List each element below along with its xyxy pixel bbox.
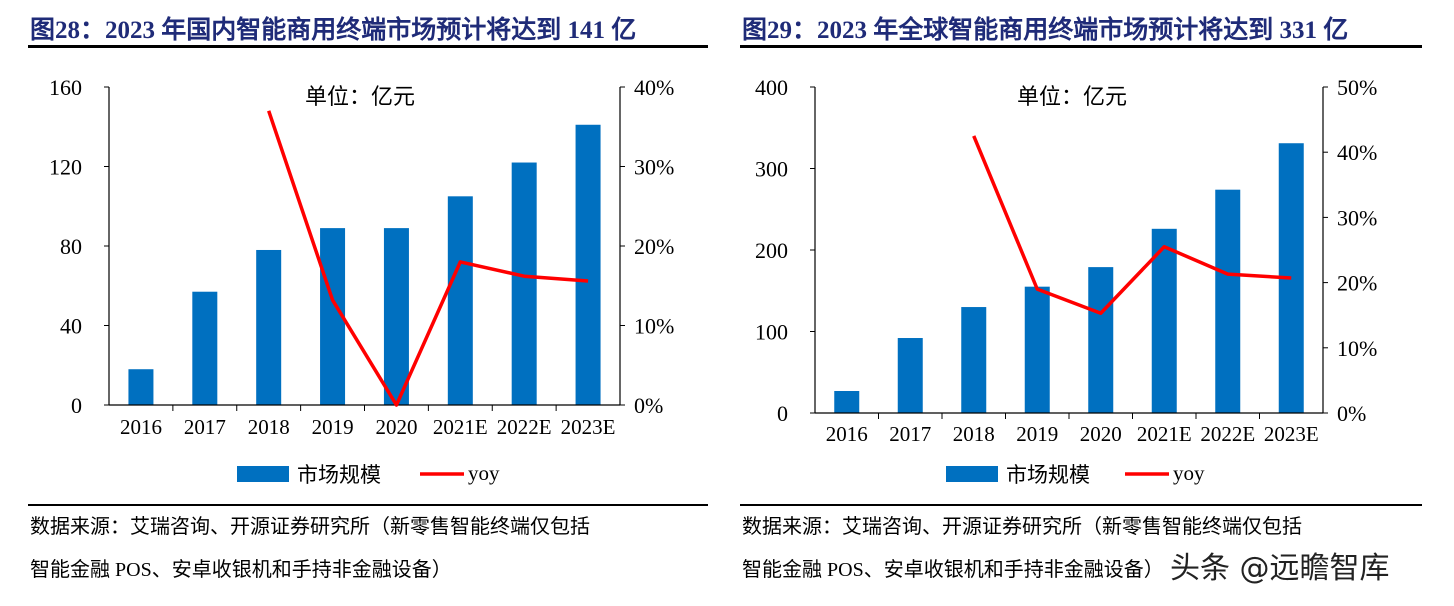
left-tick-label: 400 bbox=[755, 75, 788, 100]
x-tick-label: 2022E bbox=[1200, 422, 1255, 446]
legend-line-label: yoy bbox=[468, 461, 500, 485]
legend-bar-swatch bbox=[237, 466, 289, 482]
bar-2016 bbox=[834, 390, 860, 413]
right-tick-label: 30% bbox=[634, 155, 674, 180]
source-line-1: 数据来源：艾瑞咨询、开源证券研究所（新零售智能终端仅包括 bbox=[30, 516, 590, 538]
x-tick-label: 2018 bbox=[248, 415, 290, 439]
left-tick-label: 0 bbox=[777, 401, 788, 426]
bar-2018 bbox=[961, 307, 987, 413]
x-tick-label: 2020 bbox=[1080, 422, 1122, 446]
bar-2020 bbox=[383, 228, 409, 405]
left-tick-label: 80 bbox=[60, 234, 82, 259]
x-tick-label: 2021E bbox=[1137, 422, 1192, 446]
title-rule-28 bbox=[28, 45, 708, 48]
right-tick-label: 50% bbox=[1337, 75, 1377, 100]
right-tick-label: 20% bbox=[634, 234, 674, 259]
left-tick-label: 0 bbox=[71, 393, 82, 418]
right-tick-label: 40% bbox=[634, 75, 674, 100]
bar-2022E bbox=[511, 162, 537, 405]
x-tick-label: 2020 bbox=[375, 415, 417, 439]
x-tick-label: 2017 bbox=[184, 415, 226, 439]
bar-2023E bbox=[575, 124, 601, 405]
source-line-2: 智能金融 POS、安卓收银机和手持非金融设备） bbox=[30, 559, 452, 581]
left-tick-label: 300 bbox=[755, 157, 788, 182]
legend-line-label: yoy bbox=[1173, 461, 1205, 485]
bar-2020 bbox=[1088, 267, 1114, 413]
right-tick-label: 10% bbox=[634, 314, 674, 339]
x-tick-label: 2016 bbox=[826, 422, 868, 446]
left-tick-label: 100 bbox=[755, 320, 788, 345]
right-tick-label: 30% bbox=[1337, 205, 1377, 230]
chart-title-28: 图28：2023 年国内智能商用终端市场预计将达到 141 亿 bbox=[30, 17, 637, 44]
yoy-line bbox=[267, 110, 589, 407]
legend-bar-label: 市场规模 bbox=[1006, 463, 1090, 487]
source-line-1: 数据来源：艾瑞咨询、开源证券研究所（新零售智能终端仅包括 bbox=[742, 516, 1302, 538]
right-tick-label: 40% bbox=[1337, 140, 1377, 165]
right-tick-label: 20% bbox=[1337, 271, 1377, 296]
bar-2017 bbox=[192, 291, 218, 405]
right-tick-label: 10% bbox=[1337, 336, 1377, 361]
left-tick-label: 120 bbox=[49, 155, 82, 180]
right-tick-label: 0% bbox=[1337, 401, 1366, 426]
left-tick-label: 40 bbox=[60, 314, 82, 339]
bar-2021E bbox=[1151, 228, 1177, 413]
x-tick-label: 2018 bbox=[953, 422, 995, 446]
x-tick-label: 2019 bbox=[312, 415, 354, 439]
yoy-line bbox=[972, 135, 1292, 315]
x-tick-label: 2022E bbox=[497, 415, 552, 439]
bar-2016 bbox=[128, 369, 154, 405]
title-rule-29 bbox=[740, 45, 1422, 48]
source-rule-29 bbox=[740, 504, 1422, 506]
source-line-2: 智能金融 POS、安卓收银机和手持非金融设备） bbox=[742, 559, 1164, 581]
legend-bar-swatch bbox=[946, 466, 998, 482]
x-tick-label: 2021E bbox=[433, 415, 488, 439]
unit-label: 单位：亿元 bbox=[305, 84, 415, 109]
chart-title-29: 图29：2023 年全球智能商用终端市场预计将达到 331 亿 bbox=[742, 17, 1349, 44]
watermark: 头条 @远瞻智库 bbox=[1170, 551, 1390, 586]
x-tick-label: 2023E bbox=[561, 415, 616, 439]
bar-2022E bbox=[1215, 189, 1241, 413]
bar-2021E bbox=[447, 196, 473, 405]
x-tick-label: 2019 bbox=[1016, 422, 1058, 446]
bar-2017 bbox=[897, 338, 923, 413]
x-tick-label: 2016 bbox=[120, 415, 162, 439]
bar-2018 bbox=[256, 249, 282, 405]
legend-bar-label: 市场规模 bbox=[297, 463, 381, 487]
source-rule-28 bbox=[28, 504, 708, 506]
right-tick-label: 0% bbox=[634, 393, 663, 418]
x-tick-label: 2017 bbox=[889, 422, 931, 446]
bar-2019 bbox=[1024, 286, 1050, 413]
left-tick-label: 200 bbox=[755, 238, 788, 263]
unit-label: 单位：亿元 bbox=[1017, 84, 1127, 109]
left-tick-label: 160 bbox=[49, 75, 82, 100]
x-tick-label: 2023E bbox=[1264, 422, 1319, 446]
